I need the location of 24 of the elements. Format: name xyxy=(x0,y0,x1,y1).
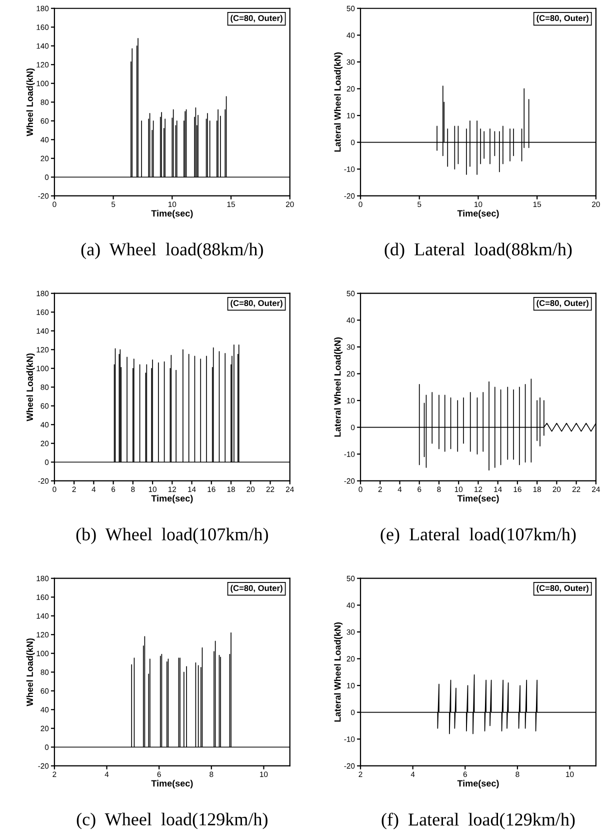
annotation: (C=80, Outer) xyxy=(536,14,588,23)
y-axis-title: Wheel Load(kN) xyxy=(26,68,35,136)
annotation: (C=80, Outer) xyxy=(230,300,282,308)
text: (d) Lateral load(88km/h) xyxy=(384,242,572,260)
y-axis-title: Lateral Wheel Load(kN) xyxy=(334,622,343,722)
x-axis-title: Time(sec) xyxy=(151,494,193,504)
y-axis-title: Wheel Load(kN) xyxy=(26,353,35,422)
text: (f) Lateral load(129km/h) xyxy=(382,812,575,830)
y-axis-title: Lateral Wheel Load(kN) xyxy=(334,337,343,437)
annotation: (C=80, Outer) xyxy=(536,300,588,308)
text: (c) Wheel load(129km/h) xyxy=(76,812,268,830)
x-axis-title: Time(sec) xyxy=(457,494,499,504)
x-axis-title: Time(sec) xyxy=(151,780,193,788)
x-axis-title: Time(sec) xyxy=(151,210,193,218)
annotation: (C=80, Outer) xyxy=(230,584,282,593)
text: (b) Wheel load(107km/h) xyxy=(76,528,268,544)
text: (a) Wheel load(88km/h) xyxy=(81,242,263,260)
x-axis-title: Time(sec) xyxy=(457,780,499,788)
text: (e) Lateral load(107km/h) xyxy=(380,528,576,544)
annotation: (C=80, Outer) xyxy=(536,584,588,593)
x-axis-title: Time(sec) xyxy=(457,210,499,218)
y-axis-title: Wheel Load(kN) xyxy=(26,638,35,706)
y-axis-title: Lateral Wheel Load(kN) xyxy=(334,52,343,152)
annotation: (C=80, Outer) xyxy=(230,14,282,23)
